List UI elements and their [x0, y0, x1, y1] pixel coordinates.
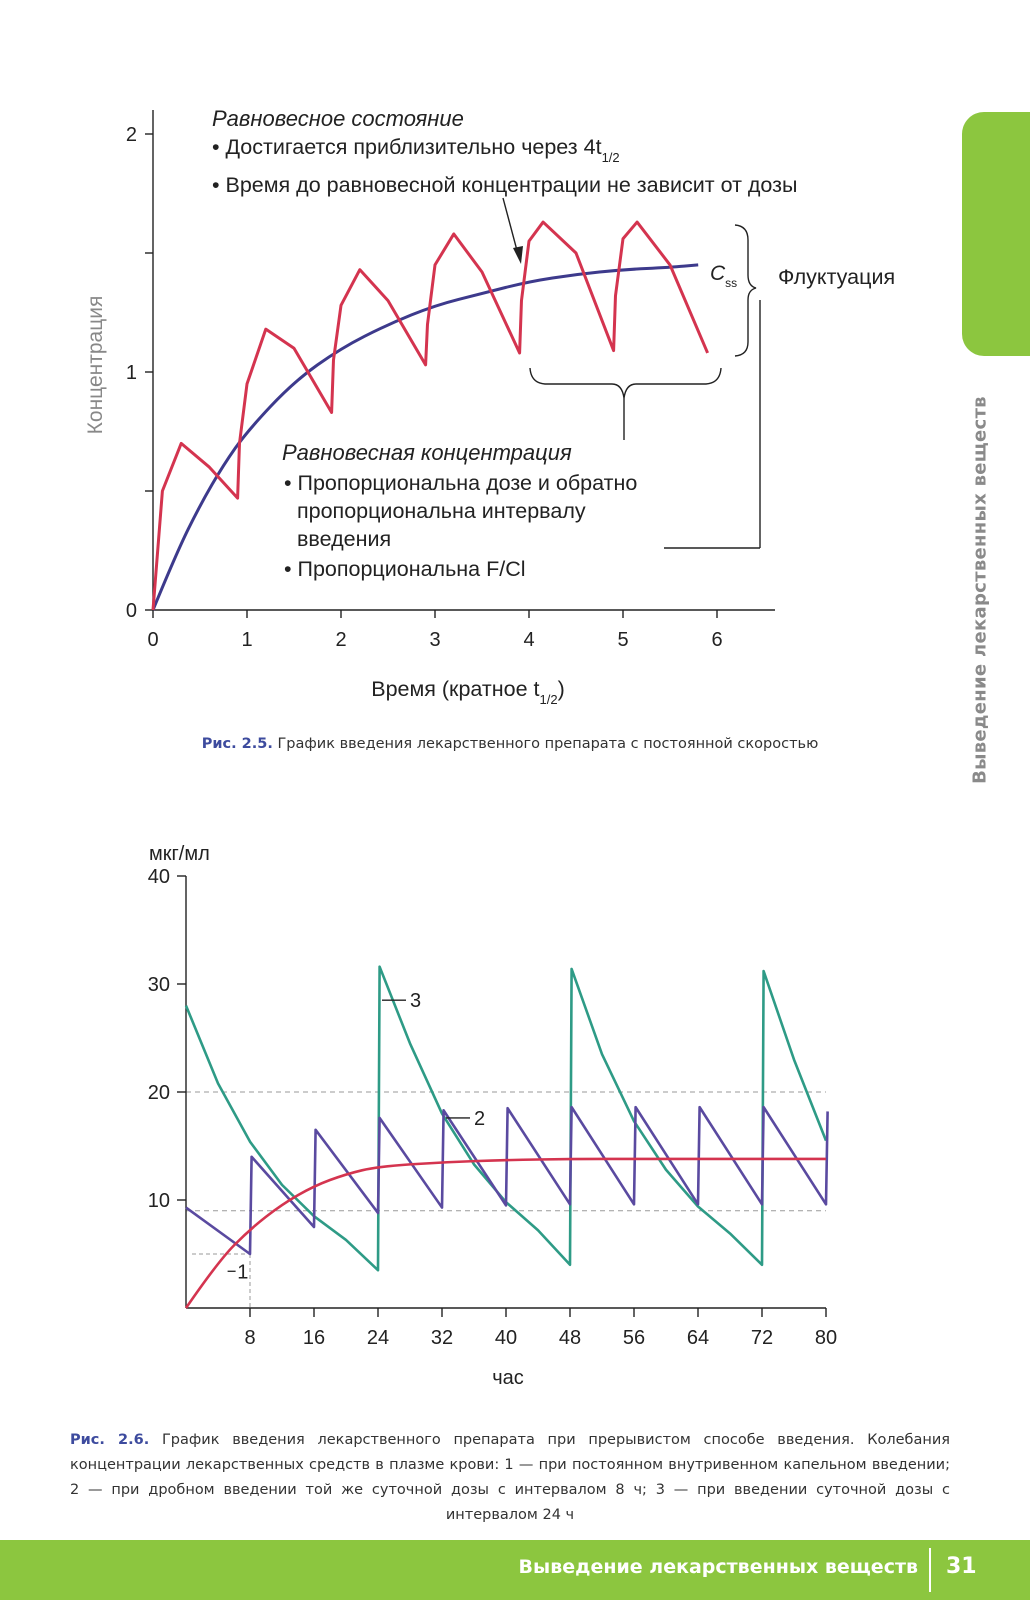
steady-conc-bullet-2: • Пропорциональна F/Cl: [284, 557, 526, 581]
figure-2-series-label-3: 3: [410, 990, 421, 1012]
figure-2-series: 3 2 1: [184, 965, 829, 1309]
css-label: Css: [710, 262, 737, 290]
figure-2-caption: Рис. 2.6. График введения лекарственного…: [70, 1428, 950, 1528]
figure-1-y-tick-label: 2: [126, 124, 137, 146]
figure-2-series-1-infusion: [184, 1157, 826, 1309]
steady-state-bullet-2: • Время до равновесной концентрации не з…: [212, 173, 797, 197]
figure-2-x-tick-label: 8: [244, 1327, 255, 1349]
figure-2-x-tick-label: 16: [303, 1327, 325, 1349]
figure-2-series-label-1: 1: [237, 1261, 248, 1283]
figure-1-fluctuating-curve: [151, 220, 709, 611]
figure-1-x-tick-label: 4: [523, 629, 534, 651]
figure-1-x-tick-label: 3: [429, 629, 440, 651]
footer-bar: [0, 1540, 1030, 1600]
figure-1-y-tick-label: 0: [126, 600, 137, 622]
figure-1-caption: Рис. 2.5. График введения лекарственного…: [120, 732, 900, 757]
steady-conc-bullet-1-line-3: введения: [297, 527, 391, 551]
figure-2-y-tick-label: 10: [148, 1190, 170, 1212]
steady-conc-title: Равновесная концентрация: [282, 440, 572, 465]
figure-2-x-tick-label: 80: [815, 1327, 837, 1349]
figure-2-y-tick-label: 40: [148, 866, 170, 888]
steady-state-title: Равновесное состояние: [212, 106, 464, 131]
figure-1-caption-label: Рис. 2.5.: [201, 736, 273, 752]
figure-2-x-tick-label: 64: [687, 1327, 709, 1349]
figure-2-caption-label: Рис. 2.6.: [70, 1432, 150, 1448]
figure-2-caption-text: График введения лекарственного препарата…: [70, 1432, 951, 1523]
figure-2-x-tick-label: 56: [623, 1327, 645, 1349]
figure-2-x-tick-label: 72: [751, 1327, 773, 1349]
figure-2-x-tick-label: 40: [495, 1327, 517, 1349]
steady-state-bullet-1: • Достигается приблизительно через 4t1/2: [212, 135, 620, 165]
steady-conc-bullet-1-line-1: • Пропорциональна дозе и обратно: [284, 471, 637, 495]
figure-1-x-tick-label: 2: [335, 629, 346, 651]
fluctuation-bracket: [734, 224, 757, 357]
figure-2-series-label-2: 2: [474, 1108, 485, 1130]
figure-1-y-axis-label: Концентрация: [84, 296, 107, 435]
figure-1-y-tick-label: 1: [126, 362, 137, 384]
footer-divider: [929, 1548, 931, 1592]
chapter-tab: [962, 112, 1030, 356]
steady-range-bracket: [529, 367, 722, 399]
figure-2-y-tick-label: 30: [148, 974, 170, 996]
figure-1-chart: 0 1 2 0 1 2 3 4 5 6 Равновесное состояние • Дости…: [84, 106, 895, 707]
figure-2-y-unit: мкг/мл: [149, 843, 210, 865]
figure-1-x-tick-label: 6: [711, 629, 722, 651]
figure-1-average-curve: [151, 263, 699, 611]
steady-conc-bullet-1-line-2: пропорциональна интервалу: [297, 499, 586, 523]
figure-2-series-3-24h: [184, 965, 828, 1272]
figure-1-x-tick-label: 5: [617, 629, 628, 651]
figure-1-x-tick-label: 0: [147, 629, 158, 651]
figure-2-x-axis-label: час: [492, 1367, 524, 1389]
figure-1-axes: 0 1 2 0 1 2 3 4 5 6: [126, 110, 775, 651]
figure-1-x-axis-label: Время (кратное t1/2): [371, 677, 565, 707]
steady-state-arrowhead: [513, 246, 523, 264]
footer-chapter-title: Выведение лекарственных веществ: [518, 1556, 918, 1578]
figure-2-x-tick-label: 24: [367, 1327, 389, 1349]
fluctuation-label: Флуктуация: [778, 265, 895, 289]
figure-2-series-2-8h: [185, 1105, 829, 1256]
figure-2-x-tick-label: 48: [559, 1327, 581, 1349]
figure-2-y-tick-label: 20: [148, 1082, 170, 1104]
figure-1-series: [151, 220, 709, 611]
figure-2-x-tick-label: 32: [431, 1327, 453, 1349]
page-number: 31: [946, 1554, 977, 1579]
figure-1-x-tick-label: 1: [241, 629, 252, 651]
figure-1-caption-text: График введения лекарственного препарата…: [277, 736, 819, 752]
